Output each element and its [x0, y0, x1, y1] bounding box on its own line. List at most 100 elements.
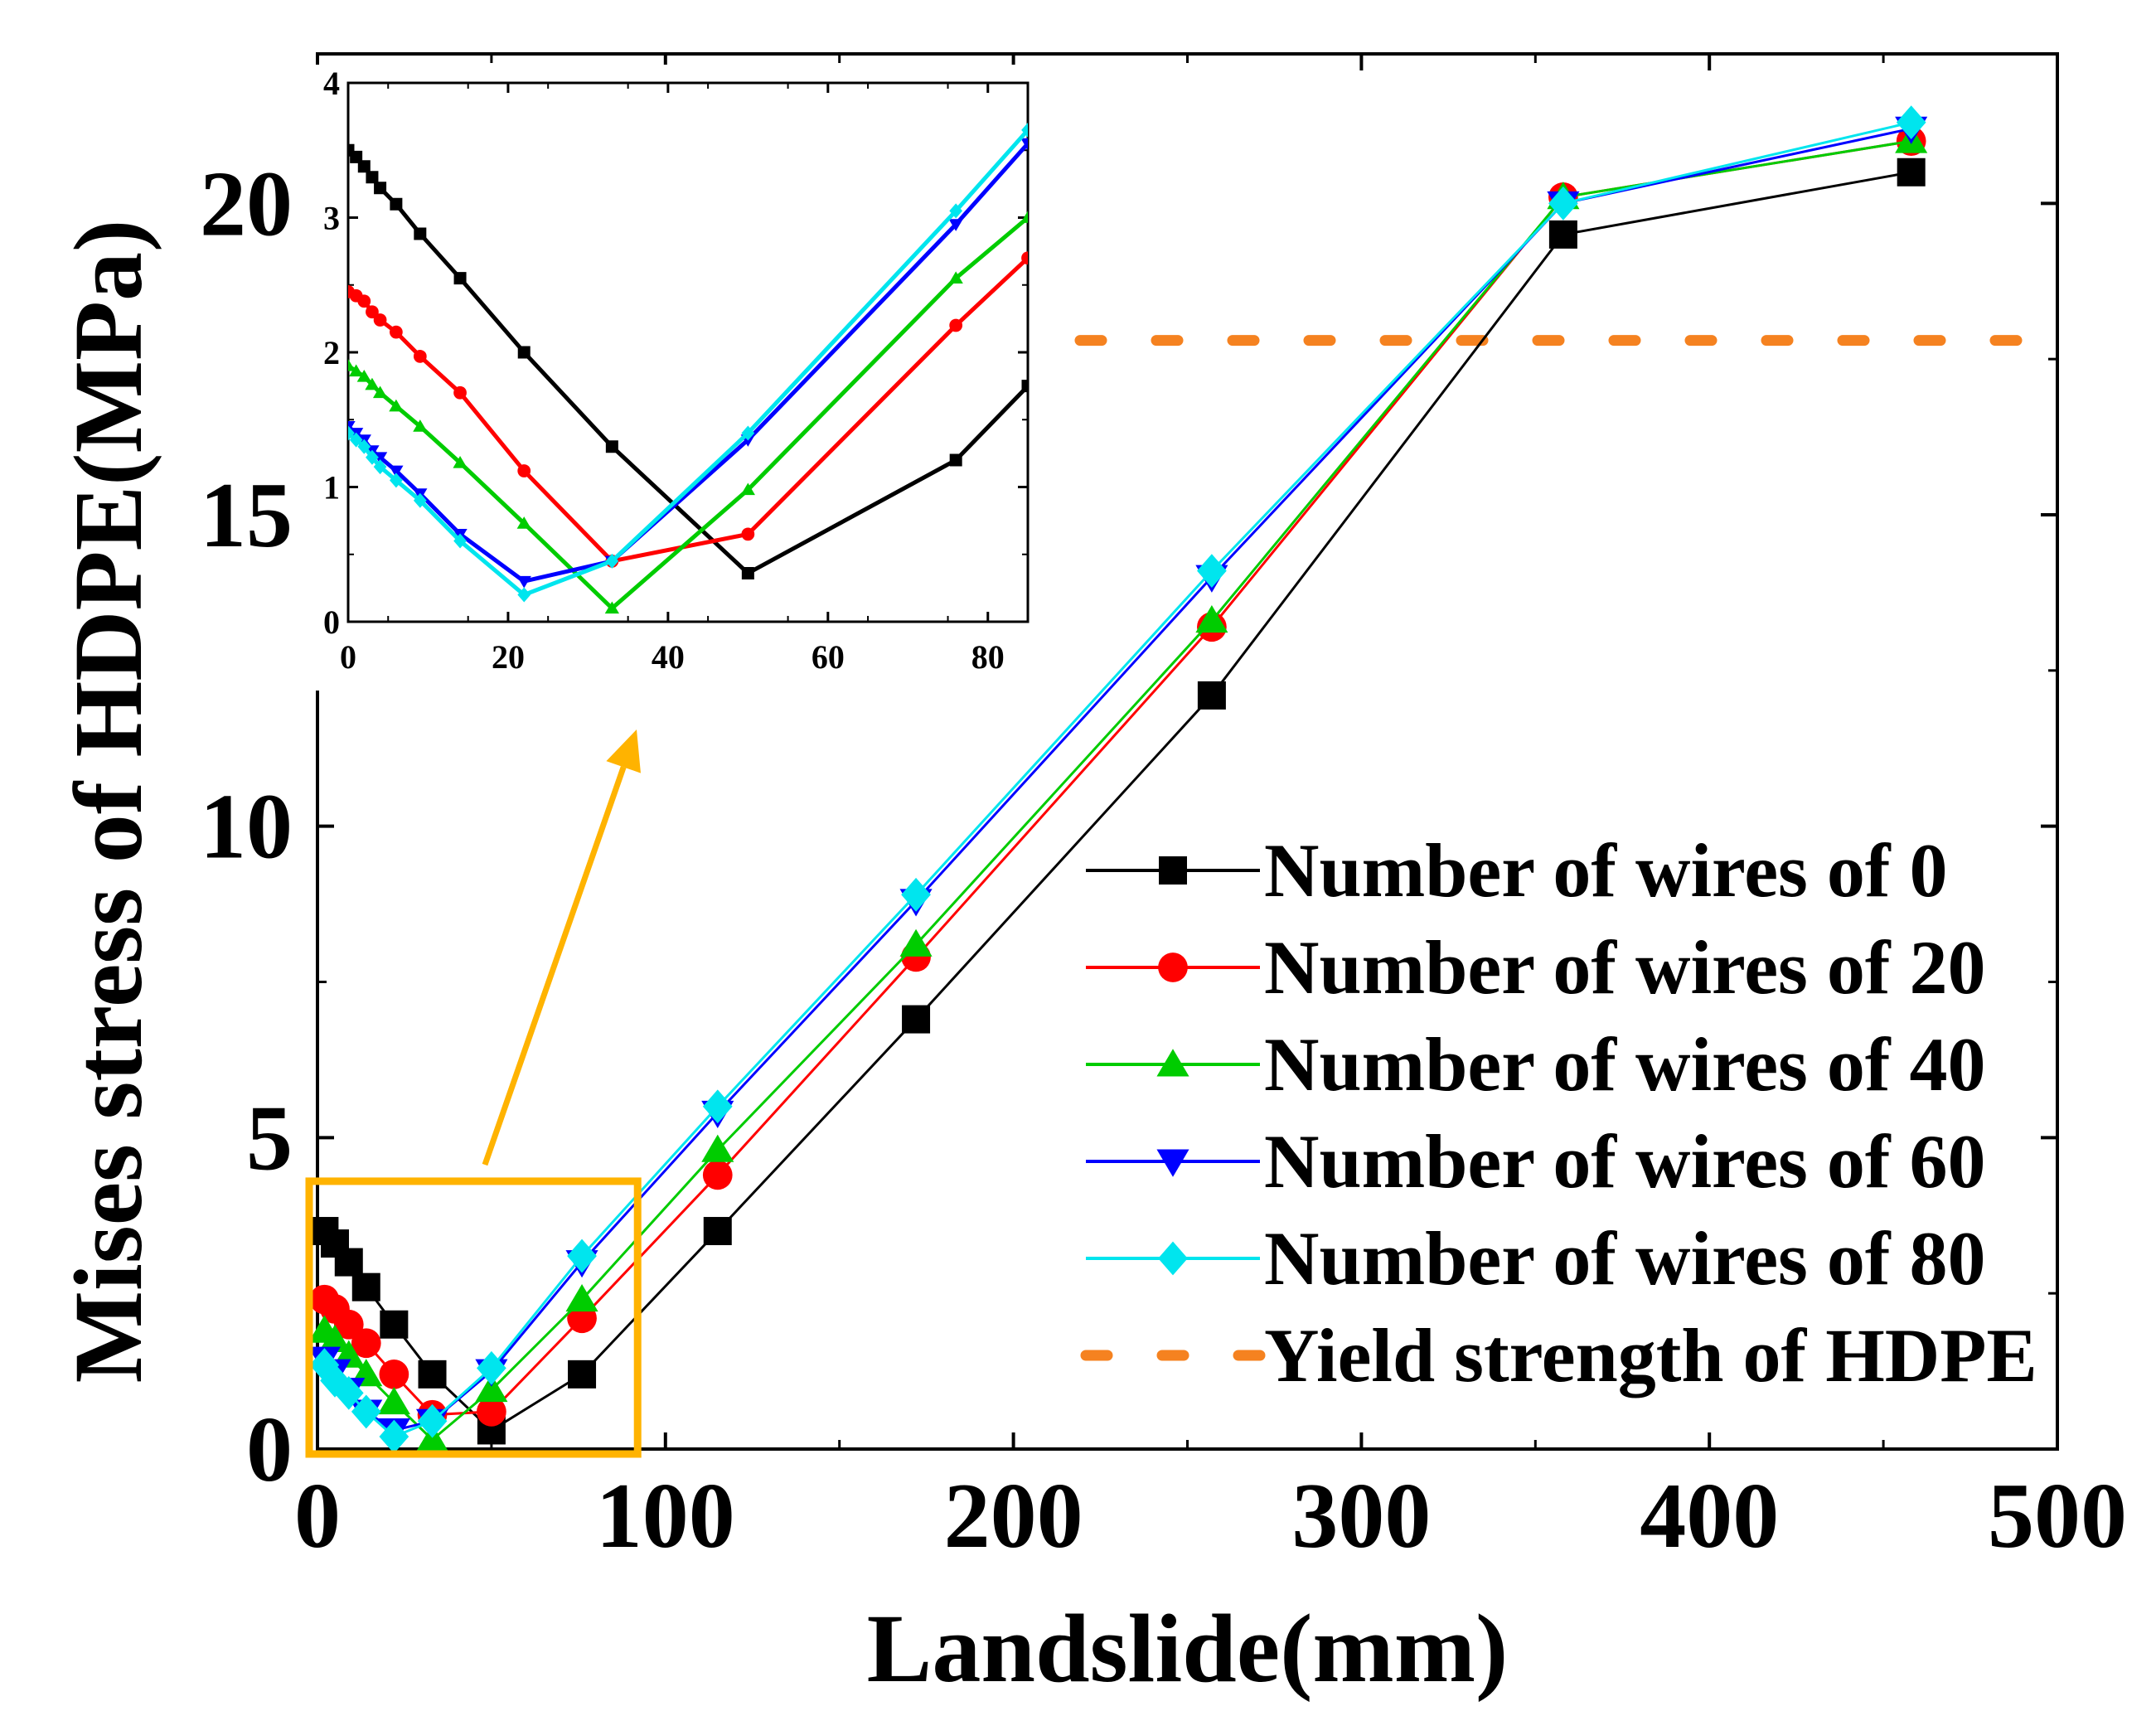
inset-data-point — [1020, 211, 1028, 223]
main-data-point — [351, 1272, 380, 1301]
main-data-point — [415, 1424, 449, 1452]
y-axis-label: Mises stress of HDPE(MPa) — [54, 220, 162, 1384]
inset-data-point — [453, 272, 467, 285]
inset-data-point — [350, 150, 363, 163]
main-data-point — [702, 1160, 733, 1190]
legend-label: Number of wires of 80 — [1264, 1216, 1986, 1301]
inset-data-point — [453, 456, 468, 468]
inset-series-group — [348, 122, 1028, 614]
inset-x-tick-label: 80 — [971, 638, 1005, 676]
main-data-point — [1897, 158, 1926, 187]
inset-data-point — [517, 464, 531, 477]
inset-data-point — [516, 516, 531, 529]
inset-data-point — [949, 453, 962, 467]
x-axis-label: Landslide(mm) — [867, 1594, 1509, 1703]
legend-item: Number of wires of 0 — [1086, 828, 1948, 913]
legend-marker — [1158, 1241, 1188, 1276]
main-data-point — [477, 1397, 506, 1427]
main-data-point — [333, 1309, 364, 1340]
inset-data-point — [349, 432, 363, 448]
legend-marker — [1158, 952, 1188, 982]
inset-x-tick-label: 40 — [652, 638, 685, 676]
inset-x-tick-label: 20 — [492, 638, 525, 676]
main-data-point — [1548, 186, 1578, 221]
legend-label: Number of wires of 20 — [1264, 925, 1986, 1010]
inset-data-point — [741, 425, 755, 441]
inset-data-point — [948, 219, 963, 231]
legend-marker — [1156, 1149, 1189, 1177]
inset-data-point — [374, 182, 387, 195]
inset-data-point — [357, 439, 371, 454]
inset-data-point — [740, 482, 755, 496]
legend-label: Number of wires of 40 — [1264, 1022, 1986, 1107]
y-tick-label: 5 — [246, 1087, 293, 1190]
inset-data-point — [373, 459, 387, 475]
inset-data-point — [413, 350, 427, 363]
legend-marker — [1156, 1049, 1189, 1077]
main-data-point — [379, 1359, 409, 1389]
inset-data-point — [1021, 122, 1028, 138]
inset-data-point — [413, 419, 428, 432]
inset-series — [348, 251, 1028, 568]
main-data-point — [702, 1089, 733, 1124]
main-data-point — [703, 1217, 732, 1246]
main-data-point — [333, 1375, 364, 1410]
main-data-point — [379, 1419, 409, 1454]
main-x-ticks: 0 100 200 300 400 500 — [294, 54, 2127, 1568]
x-tick-label: 0 — [294, 1465, 341, 1568]
main-data-point — [334, 1248, 363, 1277]
main-data-point — [1548, 220, 1577, 249]
legend-label: Number of wires of 0 — [1264, 828, 1948, 913]
main-data-point — [565, 1283, 598, 1312]
legend-item: Number of wires of 60 — [1086, 1119, 1986, 1204]
main-plot-frame — [316, 52, 2059, 1451]
inset-data-point — [1021, 380, 1028, 393]
main-data-point — [901, 877, 931, 912]
inset-data-point — [348, 143, 355, 157]
main-data-point — [351, 1328, 381, 1359]
y-tick-label: 20 — [200, 153, 293, 255]
main-data-point — [418, 1360, 447, 1389]
inset-data-point — [366, 305, 379, 319]
x-tick-label: 100 — [596, 1465, 735, 1568]
inset-data-point — [453, 533, 467, 549]
inset-data-point — [414, 227, 427, 240]
y-tick-label: 15 — [200, 464, 293, 567]
main-data-point — [1197, 681, 1226, 710]
legend-label: Yield strength of HDPE — [1264, 1313, 2037, 1398]
inset-data-point — [389, 465, 404, 478]
main-data-point — [899, 928, 933, 957]
main-data-point — [318, 1324, 351, 1352]
inset-data-point — [366, 449, 379, 465]
main-data-point — [320, 1363, 350, 1398]
main-series-group — [308, 105, 1928, 1454]
inset-data-point — [517, 346, 531, 359]
zoom-arrow-shaft — [482, 766, 627, 1166]
y-tick-label: 0 — [246, 1398, 293, 1501]
inset-data-point — [741, 567, 754, 579]
inset-data-point — [605, 440, 618, 453]
inset-data-point — [389, 399, 404, 412]
inset-data-point — [357, 160, 371, 173]
legend-label: Number of wires of 60 — [1264, 1119, 1986, 1204]
inset-data-point — [517, 587, 531, 603]
inset-data-point — [390, 325, 403, 339]
inset-data-point — [605, 553, 619, 569]
legend-marker — [1159, 856, 1187, 885]
inset-data-point — [357, 294, 371, 308]
legend: Number of wires of 0 Number of wires of 2… — [1080, 828, 2037, 1398]
x-tick-label: 300 — [1291, 1465, 1431, 1568]
main-data-point — [1896, 105, 1926, 140]
x-tick-label: 500 — [1988, 1465, 2127, 1568]
main-data-point — [567, 1238, 597, 1273]
inset-data-point — [413, 492, 427, 508]
inset-y-tick-label: 3 — [323, 200, 340, 237]
main-data-point — [309, 1348, 340, 1382]
main-data-point — [568, 1360, 597, 1389]
inset-data-point — [741, 527, 755, 541]
inset-data-point — [949, 318, 963, 332]
inset-x-tick-label: 60 — [812, 638, 845, 676]
